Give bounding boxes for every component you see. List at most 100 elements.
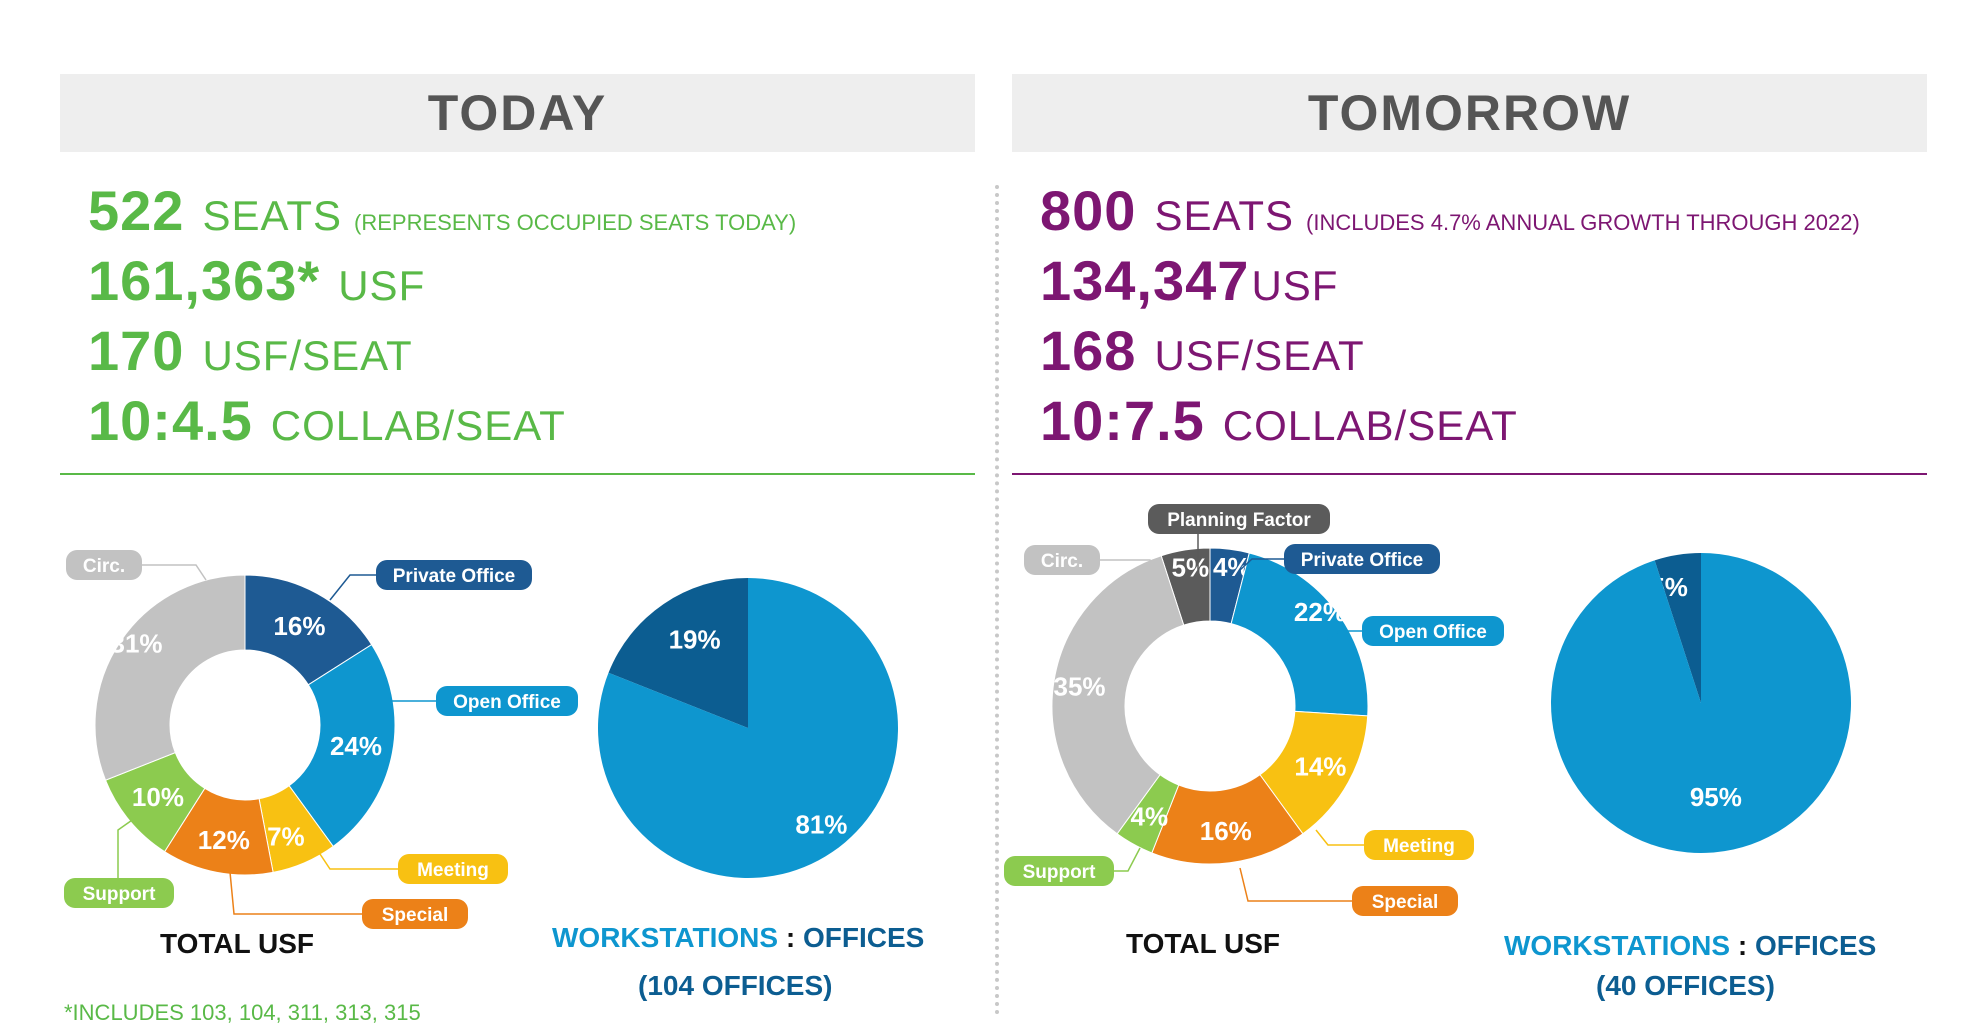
today-pie-title-offices: OFFICES bbox=[802, 922, 925, 953]
today-rule bbox=[60, 473, 975, 475]
tomorrow-pie-title-workstations: WORKSTATIONS bbox=[1504, 930, 1731, 961]
today-tag-label-meeting: Meeting bbox=[417, 860, 489, 881]
today-leader-special bbox=[229, 871, 364, 915]
today-tag-label-support: Support bbox=[83, 884, 156, 905]
today-collab-value: 10:4.5 bbox=[88, 389, 253, 452]
tomorrow-collab-value: 10:7.5 bbox=[1040, 389, 1205, 452]
tomorrow-leader-private-office bbox=[1239, 558, 1286, 571]
tomorrow-seats-note: (INCLUDES 4.7% ANNUAL GROWTH THROUGH 202… bbox=[1306, 210, 1860, 235]
today-pie-slice-offices bbox=[608, 578, 748, 728]
tomorrow-donut-title: TOTAL USF bbox=[1126, 928, 1280, 959]
today-usf-seat-unit: USF/SEAT bbox=[202, 332, 413, 379]
tomorrow-tag-label-private-office: Private Office bbox=[1301, 550, 1424, 571]
tomorrow-tag-private-office bbox=[1284, 544, 1440, 574]
today-tag-special bbox=[362, 899, 468, 929]
center-divider bbox=[995, 185, 999, 1015]
today-usf-seat-stat: 170 USF/SEAT bbox=[88, 318, 413, 383]
today-usf-seat-value: 170 bbox=[88, 319, 185, 382]
tomorrow-rule bbox=[1012, 473, 1927, 475]
today-stats: 522 SEATS (REPRESENTS OCCUPIED SEATS TOD… bbox=[88, 178, 978, 458]
tomorrow-tag-circ bbox=[1024, 545, 1100, 575]
tomorrow-tag-label-circ: Circ. bbox=[1041, 551, 1083, 572]
today-tag-label-open-office: Open Office bbox=[453, 692, 561, 713]
tomorrow-donut-label-special: 16% bbox=[1200, 816, 1252, 846]
today-tag-meeting bbox=[398, 854, 508, 884]
tomorrow-title: TOMORROW bbox=[1307, 85, 1632, 141]
tomorrow-seats-stat: 800 SEATS (INCLUDES 4.7% ANNUAL GROWTH T… bbox=[1040, 178, 1860, 243]
tomorrow-leader-open-office bbox=[1324, 630, 1364, 641]
tomorrow-tag-support bbox=[1004, 856, 1114, 886]
today-pie-subtitle: (104 OFFICES) bbox=[638, 970, 833, 1001]
tomorrow-pie-title-offices: OFFICES bbox=[1754, 930, 1877, 961]
today-pie-label-offices: 19% bbox=[669, 624, 721, 654]
tomorrow-tag-label-special: Special bbox=[1372, 892, 1439, 913]
tomorrow-tag-label-support: Support bbox=[1023, 862, 1096, 883]
tomorrow-usf-seat-stat: 168 USF/SEAT bbox=[1040, 318, 1365, 383]
tomorrow-pie-title: WORKSTATIONS : OFFICES bbox=[1504, 930, 1876, 962]
today-usf-unit: USF bbox=[338, 262, 426, 309]
tomorrow-tag-open-office bbox=[1362, 616, 1504, 646]
today-pie-label-workstations: 81% bbox=[795, 810, 847, 840]
tomorrow-tag-planning-factor bbox=[1148, 504, 1330, 534]
today-donut-slice-circ bbox=[94, 574, 246, 781]
tomorrow-leader-special bbox=[1239, 867, 1354, 902]
today-title: TODAY bbox=[427, 85, 608, 141]
tomorrow-donut-chart: 5% 4%22%14%16%4%35%Planning FactorPrivate… bbox=[1004, 504, 1504, 916]
tomorrow-donut-slice-circ bbox=[1051, 555, 1185, 835]
today-donut-label-special: 12% bbox=[198, 825, 250, 855]
today-seats-value: 522 bbox=[88, 179, 185, 242]
today-tag-label-special: Special bbox=[382, 905, 449, 926]
today-header: TODAY bbox=[60, 74, 975, 152]
today-collab-stat: 10:4.5 COLLAB/SEAT bbox=[88, 388, 566, 453]
tomorrow-donut-label-circ: 35% bbox=[1054, 671, 1106, 701]
tomorrow-pie-subtitle: (40 OFFICES) bbox=[1596, 970, 1775, 1001]
today-pie-title-colon: : bbox=[785, 922, 796, 953]
tomorrow-donut-label-open-office: 22% bbox=[1294, 597, 1346, 627]
tomorrow-collab-unit: COLLAB/SEAT bbox=[1222, 402, 1518, 449]
tomorrow-usf-stat: 134,347 USF bbox=[1040, 248, 1338, 313]
tomorrow-pie-slice-offices bbox=[1654, 553, 1701, 703]
tomorrow-leader-meeting bbox=[1315, 829, 1366, 846]
tomorrow-usf-seat-unit: USF/SEAT bbox=[1154, 332, 1365, 379]
tomorrow-pie-chart: 5%95% bbox=[1551, 553, 1851, 854]
today-leader-circ bbox=[142, 564, 207, 581]
tomorrow-tag-label-open-office: Open Office bbox=[1379, 622, 1487, 643]
today-usf-stat: 161,363* USF bbox=[88, 248, 425, 313]
today-seats-stat: 522 SEATS (REPRESENTS OCCUPIED SEATS TOD… bbox=[88, 178, 796, 243]
tomorrow-pie-title-colon: : bbox=[1737, 930, 1748, 961]
tomorrow-tag-label-planning-factor: Planning Factor bbox=[1167, 510, 1311, 531]
tomorrow-pie-slice-workstations bbox=[1551, 553, 1851, 854]
tomorrow-donut-label-planning-factor: 5% bbox=[1172, 553, 1210, 583]
tomorrow-seats-value: 800 bbox=[1040, 179, 1137, 242]
today-pie-chart: 19% 81% bbox=[597, 578, 898, 878]
today-donut-slice-open-office bbox=[288, 643, 396, 848]
today-tag-open-office bbox=[436, 686, 578, 716]
today-tag-private-office bbox=[376, 560, 532, 590]
today-pie-title-workstations: WORKSTATIONS bbox=[552, 922, 779, 953]
today-pie-title: WORKSTATIONS : OFFICES bbox=[552, 922, 924, 954]
tomorrow-collab-stat: 10:7.5 COLLAB/SEAT bbox=[1040, 388, 1518, 453]
tomorrow-header: TOMORROW bbox=[1012, 74, 1927, 152]
tomorrow-usf-unit: USF bbox=[1251, 262, 1339, 309]
today-leader-support bbox=[117, 817, 136, 878]
today-donut-label-private-office: 16% bbox=[273, 611, 325, 641]
today-tag-label-circ: Circ. bbox=[83, 556, 125, 577]
today-leader-private-office bbox=[329, 574, 378, 601]
today-tag-circ bbox=[66, 550, 142, 580]
tomorrow-usf-value: 134,347 bbox=[1040, 249, 1250, 312]
today-donut-label-support: 10% bbox=[132, 782, 184, 812]
tomorrow-usf-seat-value: 168 bbox=[1040, 319, 1137, 382]
tomorrow-seats-unit: SEATS bbox=[1154, 192, 1295, 239]
today-donut-label-open-office: 24% bbox=[330, 731, 382, 761]
today-seats-unit: SEATS bbox=[202, 192, 343, 239]
today-tag-support bbox=[64, 878, 174, 908]
tomorrow-donut-slice-open-office bbox=[1230, 552, 1369, 717]
tomorrow-stats: 800 SEATS (INCLUDES 4.7% ANNUAL GROWTH T… bbox=[1040, 178, 1930, 458]
today-donut-label-meeting: 7% bbox=[267, 822, 305, 852]
tomorrow-pie-label-workstations: 95% bbox=[1690, 782, 1742, 812]
today-tag-label-private-office: Private Office bbox=[393, 566, 516, 587]
today-donut-title: TOTAL USF bbox=[160, 928, 314, 959]
today-leader-meeting bbox=[315, 847, 400, 870]
today-footnote: *INCLUDES 103, 104, 311, 313, 315 bbox=[64, 1000, 421, 1025]
